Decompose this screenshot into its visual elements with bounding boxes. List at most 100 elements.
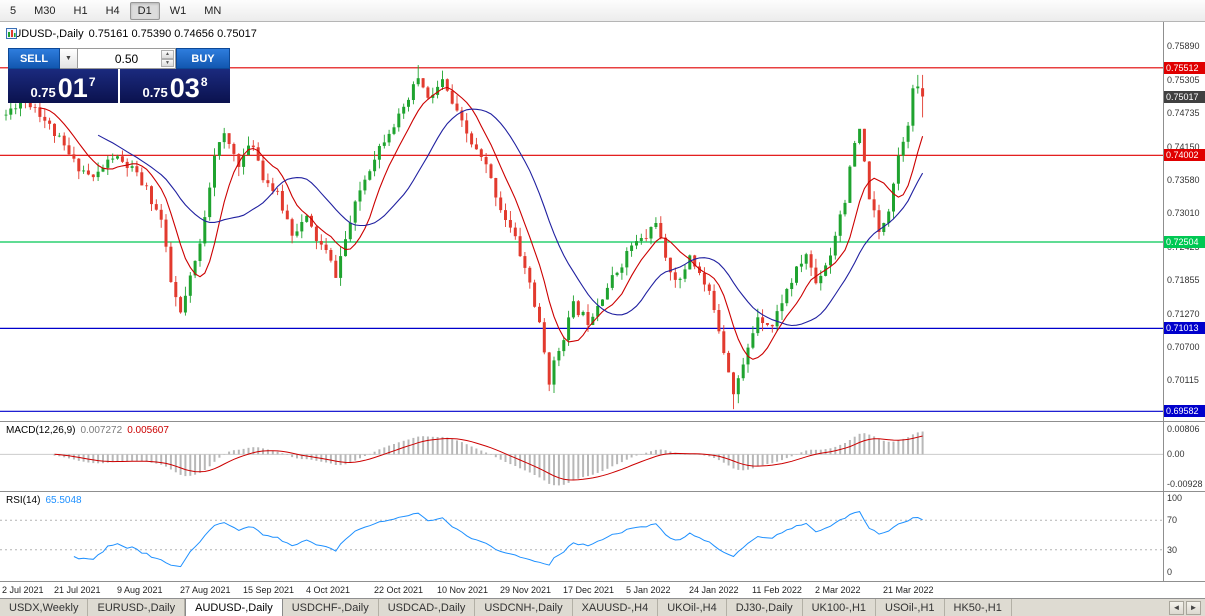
chart-title: AUDUSD-,Daily 0.75161 0.75390 0.74656 0.… [6, 28, 257, 40]
ask-big-digits: 03 [169, 73, 200, 104]
timeframe-button-5[interactable]: 5 [10, 4, 17, 17]
price-tick: 0.75890 [1167, 41, 1200, 51]
one-click-trading-panel: SELL ▼ 0.50 ▲ ▼ BUY 0.75 01 7 0 [8, 48, 230, 103]
macd-panel: 0.00806 0.00 -0.00928 MACD(12,26,9) 0.0072… [0, 422, 1205, 492]
price-chart[interactable] [0, 22, 1163, 422]
ma-slow-line [97, 108, 924, 327]
ma-fast-line [39, 86, 924, 360]
volume-value: 0.50 [114, 51, 139, 66]
macd-tick: 0.00806 [1167, 423, 1200, 434]
price-line-label: 0.75512 [1164, 61, 1205, 74]
bid-pip-digit: 7 [88, 75, 96, 89]
date-label: 2 Mar 2022 [815, 585, 861, 595]
tab-audusd-daily[interactable]: AUDUSD-,Daily [185, 599, 283, 616]
current-price-label: 0.75017 [1164, 90, 1205, 103]
price-tick: 0.70115 [1167, 375, 1199, 386]
tab-eurusd-daily[interactable]: EURUSD-,Daily [88, 599, 186, 616]
chart-ohlc-values: 0.75161 0.75390 0.74656 0.75017 [88, 28, 257, 40]
price-tick: 0.74735 [1167, 107, 1200, 118]
tab-usdcnh-daily[interactable]: USDCNH-,Daily [475, 599, 573, 616]
timeframe-button-mn[interactable]: MN [204, 4, 222, 17]
date-label: 2 Jul 2021 [2, 585, 44, 595]
tab-uk100-h1[interactable]: UK100-,H1 [802, 599, 877, 616]
macd-tick: 0.00 [1167, 449, 1185, 460]
price-scale[interactable]: 0.75890 0.75305 0.74735 0.74150 0.73580 0.730… [1163, 22, 1205, 421]
rsi-tick: 0 [1167, 567, 1173, 577]
quote-row: 0.75 01 7 0.75 03 8 [8, 69, 230, 103]
bid-price-display[interactable]: 0.75 01 7 [8, 69, 118, 103]
date-label: 5 Jan 2022 [626, 585, 671, 595]
date-label: 22 Oct 2021 [374, 585, 424, 595]
date-label: 15 Sep 2021 [243, 585, 295, 595]
tab-usoil-h1[interactable]: USOil-,H1 [876, 599, 945, 616]
timeframe-button-w1[interactable]: W1 [169, 4, 187, 17]
rsi-scale[interactable]: 100 70 30 0 [1163, 492, 1205, 581]
tabs-scroll-right-button[interactable]: ► [1186, 600, 1201, 615]
macd-main-value: 0.007272 [80, 425, 123, 436]
macd-scale[interactable]: 0.00806 0.00 -0.00928 [1163, 422, 1205, 491]
buy-button[interactable]: BUY [176, 48, 230, 69]
chevron-down-icon: ▼ [65, 55, 72, 62]
date-label: 29 Nov 2021 [500, 585, 552, 595]
rsi-chart[interactable] [0, 492, 1163, 582]
macd-tick: -0.00928 [1167, 479, 1203, 490]
timeframe-button-h4[interactable]: H4 [105, 4, 120, 17]
rsi-tick: 30 [1167, 544, 1178, 555]
macd-params: MACD(12,26,9) [6, 425, 76, 436]
macd-signal-value: 0.005607 [127, 425, 169, 436]
date-label: 24 Jan 2022 [689, 585, 739, 595]
volume-increase-button[interactable]: ▲ [161, 50, 174, 59]
macd-chart[interactable] [0, 422, 1163, 492]
chart-icon [6, 28, 17, 39]
price-line-label: 0.69582 [1164, 405, 1205, 418]
candlestick-series [4, 65, 925, 410]
rsi-line [73, 511, 923, 568]
bid-prefix: 0.75 [30, 84, 56, 100]
price-tick: 0.71855 [1167, 274, 1200, 285]
trade-controls-row: SELL ▼ 0.50 ▲ ▼ BUY [8, 48, 230, 69]
price-line-label: 0.71013 [1164, 322, 1205, 335]
tab-usdx-weekly[interactable]: USDX,Weekly [0, 599, 89, 616]
rsi-tick: 70 [1167, 515, 1178, 526]
price-chart-panel: 0.75890 0.75305 0.74735 0.74150 0.73580 0.730… [0, 22, 1205, 422]
tab-dj30-daily[interactable]: DJ30-,Daily [726, 599, 803, 616]
date-label: 27 Aug 2021 [180, 585, 231, 595]
date-label: 21 Jul 2021 [54, 585, 101, 595]
timeframe-toolbar: 5 M30 H1 H4 D1 W1 MN [0, 0, 1205, 22]
macd-signal-line [54, 435, 923, 481]
tabs-scroll-left-button[interactable]: ◄ [1169, 600, 1184, 615]
timeframe-button-d1[interactable]: D1 [129, 1, 160, 20]
date-label: 10 Nov 2021 [437, 585, 489, 595]
tab-scroll-arrows: ◄ ► [1165, 599, 1205, 616]
chart-symbol-period: AUDUSD-,Daily [6, 28, 84, 40]
volume-spinner: ▲ ▼ [161, 50, 174, 67]
date-label: 11 Feb 2022 [752, 585, 802, 595]
tab-usdchf-daily[interactable]: USDCHF-,Daily [282, 599, 379, 616]
volume-input[interactable]: 0.50 ▲ ▼ [78, 48, 176, 69]
price-tick: 0.73010 [1167, 207, 1200, 218]
ask-price-display[interactable]: 0.75 03 8 [120, 69, 230, 103]
date-label: 9 Aug 2021 [117, 585, 163, 595]
ask-prefix: 0.75 [142, 84, 168, 100]
date-axis[interactable]: 2 Jul 2021 21 Jul 2021 9 Aug 2021 27 Aug 20… [0, 582, 1205, 598]
tab-hk50-h1[interactable]: HK50-,H1 [944, 599, 1012, 616]
rsi-params: RSI(14) [6, 495, 41, 506]
date-label: 21 Mar 2022 [883, 585, 934, 595]
rsi-value: 65.5048 [45, 495, 82, 506]
price-tick: 0.74150 [1167, 141, 1200, 152]
price-tick: 0.75305 [1167, 74, 1200, 85]
volume-decrease-button[interactable]: ▼ [161, 58, 174, 67]
price-tick: 0.70700 [1167, 341, 1200, 352]
price-line-label: 0.74002 [1164, 149, 1205, 162]
tab-xauusd-h4[interactable]: XAUUSD-,H4 [572, 599, 659, 616]
price-tick: 0.73580 [1167, 174, 1200, 185]
tab-usdcad-daily[interactable]: USDCAD-,Daily [378, 599, 476, 616]
sell-button[interactable]: SELL [8, 48, 60, 69]
tab-ukoil-h4[interactable]: UKOil-,H4 [658, 599, 727, 616]
timeframe-button-h1[interactable]: H1 [73, 4, 88, 17]
chart-tab-bar: USDX,Weekly EURUSD-,Daily AUDUSD-,Daily USD… [0, 598, 1205, 616]
volume-dropdown-button[interactable]: ▼ [60, 48, 78, 69]
timeframe-button-m30[interactable]: M30 [34, 4, 56, 17]
price-line-label: 0.72504 [1164, 236, 1205, 248]
